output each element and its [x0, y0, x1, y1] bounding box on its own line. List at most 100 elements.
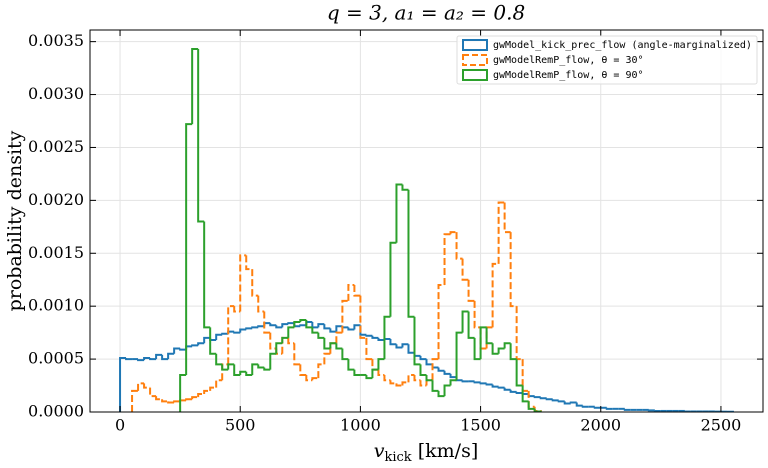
histogram-step — [365, 337, 373, 361]
histogram-step — [503, 202, 511, 234]
legend-box — [456, 35, 758, 85]
histogram-step — [515, 306, 523, 361]
histogram-step — [245, 327, 253, 330]
histogram-step — [269, 332, 277, 350]
histogram-step — [239, 254, 247, 312]
grid — [90, 30, 763, 413]
histogram-step — [269, 323, 277, 327]
histogram-step — [149, 358, 157, 361]
histogram-step — [431, 380, 439, 392]
y-tick-label: 0.0015 — [28, 243, 84, 262]
histogram-step — [407, 344, 415, 354]
histogram-step — [419, 355, 427, 361]
histogram-step — [581, 405, 589, 408]
x-tick-label: 1000 — [340, 416, 381, 435]
histogram-step — [287, 337, 295, 345]
histogram-step — [305, 374, 313, 382]
histogram-step — [299, 364, 307, 376]
histogram-step — [149, 387, 157, 398]
histogram-step — [479, 326, 487, 360]
histogram-step — [557, 400, 565, 403]
histogram-step — [251, 326, 259, 329]
histogram-step — [233, 306, 241, 313]
histogram-step — [413, 374, 421, 382]
histogram-step — [545, 398, 553, 401]
histogram-step — [425, 359, 433, 366]
y-tick-label: 0.0005 — [28, 349, 84, 368]
histogram-step — [203, 221, 211, 329]
histogram-step — [455, 232, 463, 260]
histogram-step — [311, 377, 319, 381]
histogram-step — [155, 396, 163, 401]
histogram-step — [281, 323, 289, 328]
histogram-step — [407, 189, 415, 318]
series — [179, 48, 542, 412]
y-tick-label: 0.0025 — [28, 137, 84, 156]
histogram-step — [497, 347, 505, 354]
histogram-step — [257, 325, 265, 328]
histogram-step — [245, 255, 253, 271]
histogram-step — [191, 344, 199, 347]
histogram-step — [185, 123, 193, 375]
histogram-step — [191, 48, 199, 125]
histogram-step — [497, 386, 505, 389]
histogram-step — [215, 379, 223, 388]
histogram-step — [539, 397, 547, 400]
histogram-step — [401, 381, 409, 386]
histogram-step — [137, 382, 145, 391]
legend-swatch — [462, 69, 488, 81]
legend-swatch — [462, 54, 488, 66]
legend-label: gwModel_kick_prec_flow (angle-marginaliz… — [493, 40, 752, 51]
histogram-step — [335, 331, 343, 344]
histogram-step — [569, 401, 577, 404]
histogram-step — [239, 328, 247, 333]
histogram-step — [161, 354, 169, 361]
x-tick-label: 1500 — [460, 416, 501, 435]
x-tick-label: 500 — [225, 416, 256, 435]
y-tick-label: 0.0035 — [28, 31, 84, 50]
histogram-step — [683, 410, 691, 412]
histogram-step — [437, 390, 445, 398]
histogram-step — [275, 342, 283, 354]
histogram-step — [317, 323, 325, 328]
histogram-step — [377, 369, 385, 376]
histogram-step — [395, 183, 403, 243]
histogram-step — [137, 359, 145, 362]
histogram-step — [443, 370, 451, 375]
histogram-step — [203, 336, 211, 344]
histogram-step — [365, 334, 373, 337]
histogram-step — [509, 389, 517, 393]
x-tick-label: 2000 — [580, 416, 621, 435]
x-label-var: v — [374, 440, 385, 462]
histogram-step — [371, 335, 379, 339]
series — [131, 201, 542, 412]
histogram-step — [467, 311, 475, 339]
histogram-step — [347, 284, 355, 301]
histogram-step — [263, 367, 271, 371]
histogram-step — [347, 359, 355, 371]
y-axis-label: probability density — [4, 130, 26, 311]
histogram-step — [461, 258, 469, 281]
histogram-step — [209, 386, 217, 391]
histogram-step — [317, 332, 325, 339]
histogram-step — [353, 324, 361, 330]
histogram-step — [383, 374, 391, 382]
histogram-step — [305, 319, 313, 329]
histogram-step — [347, 327, 355, 331]
histogram-step — [443, 233, 451, 286]
x-tick-label: 0 — [115, 416, 125, 435]
histogram-step — [419, 364, 427, 376]
histogram-step — [179, 348, 187, 351]
histogram-step — [395, 383, 403, 387]
histogram-step — [425, 374, 433, 382]
histogram-step — [485, 383, 493, 386]
histogram-step — [323, 337, 331, 350]
histogram-step — [233, 364, 241, 376]
histogram-step — [227, 363, 235, 370]
histogram-step — [203, 389, 211, 395]
histogram-step — [275, 325, 283, 329]
histogram-step — [353, 285, 361, 297]
histogram-step — [467, 279, 475, 302]
histogram-step — [509, 343, 517, 361]
